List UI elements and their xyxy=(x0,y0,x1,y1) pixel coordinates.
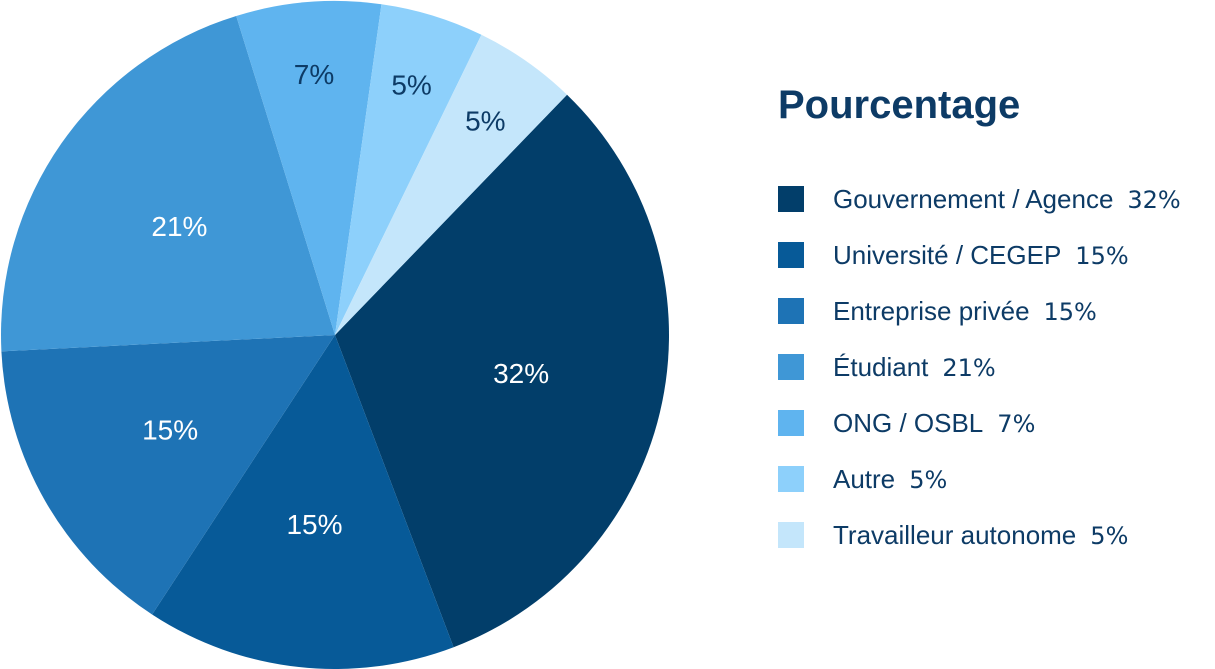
legend-percent: 15% xyxy=(1075,242,1128,270)
legend-swatch xyxy=(778,522,804,548)
legend-item-autre: Autre 5% xyxy=(778,464,947,494)
legend-item-gouvernement-agence: Gouvernement / Agence 32% xyxy=(778,184,1181,214)
slice-label-entreprise-privee: 15% xyxy=(142,414,198,445)
pie-slice-entreprise-privee xyxy=(1,335,336,615)
pie-slice-universite-cegep xyxy=(152,335,454,669)
legend-swatch xyxy=(778,242,804,268)
legend-label: Étudiant xyxy=(833,352,929,382)
legend-item-universite-cegep: Université / CEGEP 15% xyxy=(778,240,1129,270)
pie-slices xyxy=(1,1,670,669)
legend-label: Université / CEGEP xyxy=(833,240,1061,270)
legend-percent: 5% xyxy=(1090,522,1128,550)
slice-label-gouvernement-agence: 32% xyxy=(493,358,549,389)
slice-label-ong-osbl: 7% xyxy=(294,59,334,90)
legend-label: Autre xyxy=(833,464,895,494)
pie-slice-autre xyxy=(335,4,482,335)
legend-item-entreprise-privee: Entreprise privée 15% xyxy=(778,296,1097,326)
slice-label-autre: 5% xyxy=(391,69,431,100)
pie-slice-gouvernement-agence xyxy=(335,94,670,648)
legend-percent: 7% xyxy=(997,410,1035,438)
legend-percent: 32% xyxy=(1127,186,1180,214)
legend-item-travailleur-autonome: Travailleur autonome 5% xyxy=(778,520,1128,550)
legend-label: ONG / OSBL xyxy=(833,408,983,438)
legend-percent: 5% xyxy=(909,466,947,494)
legend-percent: 21% xyxy=(942,354,995,382)
legend-item-etudiant: Étudiant 21% xyxy=(778,352,996,382)
slice-label-travailleur-autonome: 5% xyxy=(465,105,505,136)
legend-percent: 15% xyxy=(1044,298,1097,326)
legend-items: Gouvernement / Agence 32% Université / CEG… xyxy=(778,184,1181,550)
legend-swatch xyxy=(778,354,804,380)
legend-item-ong-osbl: ONG / OSBL 7% xyxy=(778,408,1035,438)
legend-label: Travailleur autonome xyxy=(833,520,1076,550)
legend: Pourcentage Gouvernement / Agence 32% Univ… xyxy=(778,83,1181,550)
legend-label: Entreprise privée xyxy=(833,296,1030,326)
legend-label: Gouvernement / Agence xyxy=(833,184,1113,214)
pie-slice-ong-osbl xyxy=(236,1,382,336)
legend-swatch xyxy=(778,298,804,324)
legend-swatch xyxy=(778,466,804,492)
slice-label-universite-cegep: 15% xyxy=(286,509,342,540)
slice-label-etudiant: 21% xyxy=(151,211,207,242)
legend-title: Pourcentage xyxy=(778,83,1020,127)
legend-swatch xyxy=(778,186,804,212)
legend-swatch xyxy=(778,410,804,436)
pie-slice-etudiant xyxy=(1,15,335,352)
pie-slice-travailleur-autonome xyxy=(335,34,568,336)
pie-slice-labels: 32% 15% 15% 21% 7% 5% 5% xyxy=(142,59,549,540)
